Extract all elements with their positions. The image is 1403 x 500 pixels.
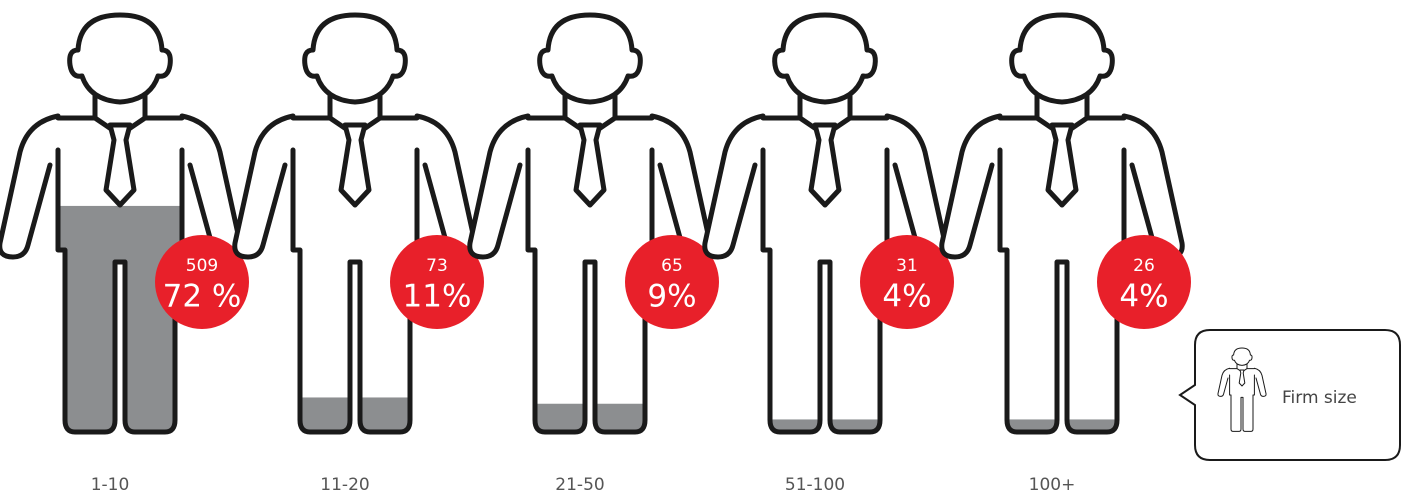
value-badge [625,235,719,329]
count-label: 73 [426,256,448,276]
value-badge [860,235,954,329]
value-badge [155,235,249,329]
fill-level [293,397,417,432]
value-label: 4% [1119,279,1168,315]
category-label: 21-50 [555,475,604,495]
legend-label: Firm size [1282,388,1357,408]
person [235,15,475,432]
person [0,15,240,432]
value-label: 9% [647,279,696,315]
person [942,15,1182,432]
category-label: 51-100 [785,475,845,495]
value-label: 72 % [163,279,242,315]
value-label: 11% [403,279,472,315]
count-label: 509 [186,256,218,276]
person [705,15,945,432]
count-label: 26 [1133,256,1155,276]
category-label: 1-10 [91,475,130,495]
value-badge [390,235,484,329]
fill-level [528,403,652,432]
legend: Firm size [1178,329,1401,461]
person [470,15,710,432]
fill-level [58,205,182,432]
category-label: 100+ [1029,475,1076,495]
count-label: 65 [661,256,683,276]
value-badge [1097,235,1191,329]
count-label: 31 [896,256,918,276]
value-label: 4% [882,279,931,315]
category-label: 11-20 [320,475,369,495]
